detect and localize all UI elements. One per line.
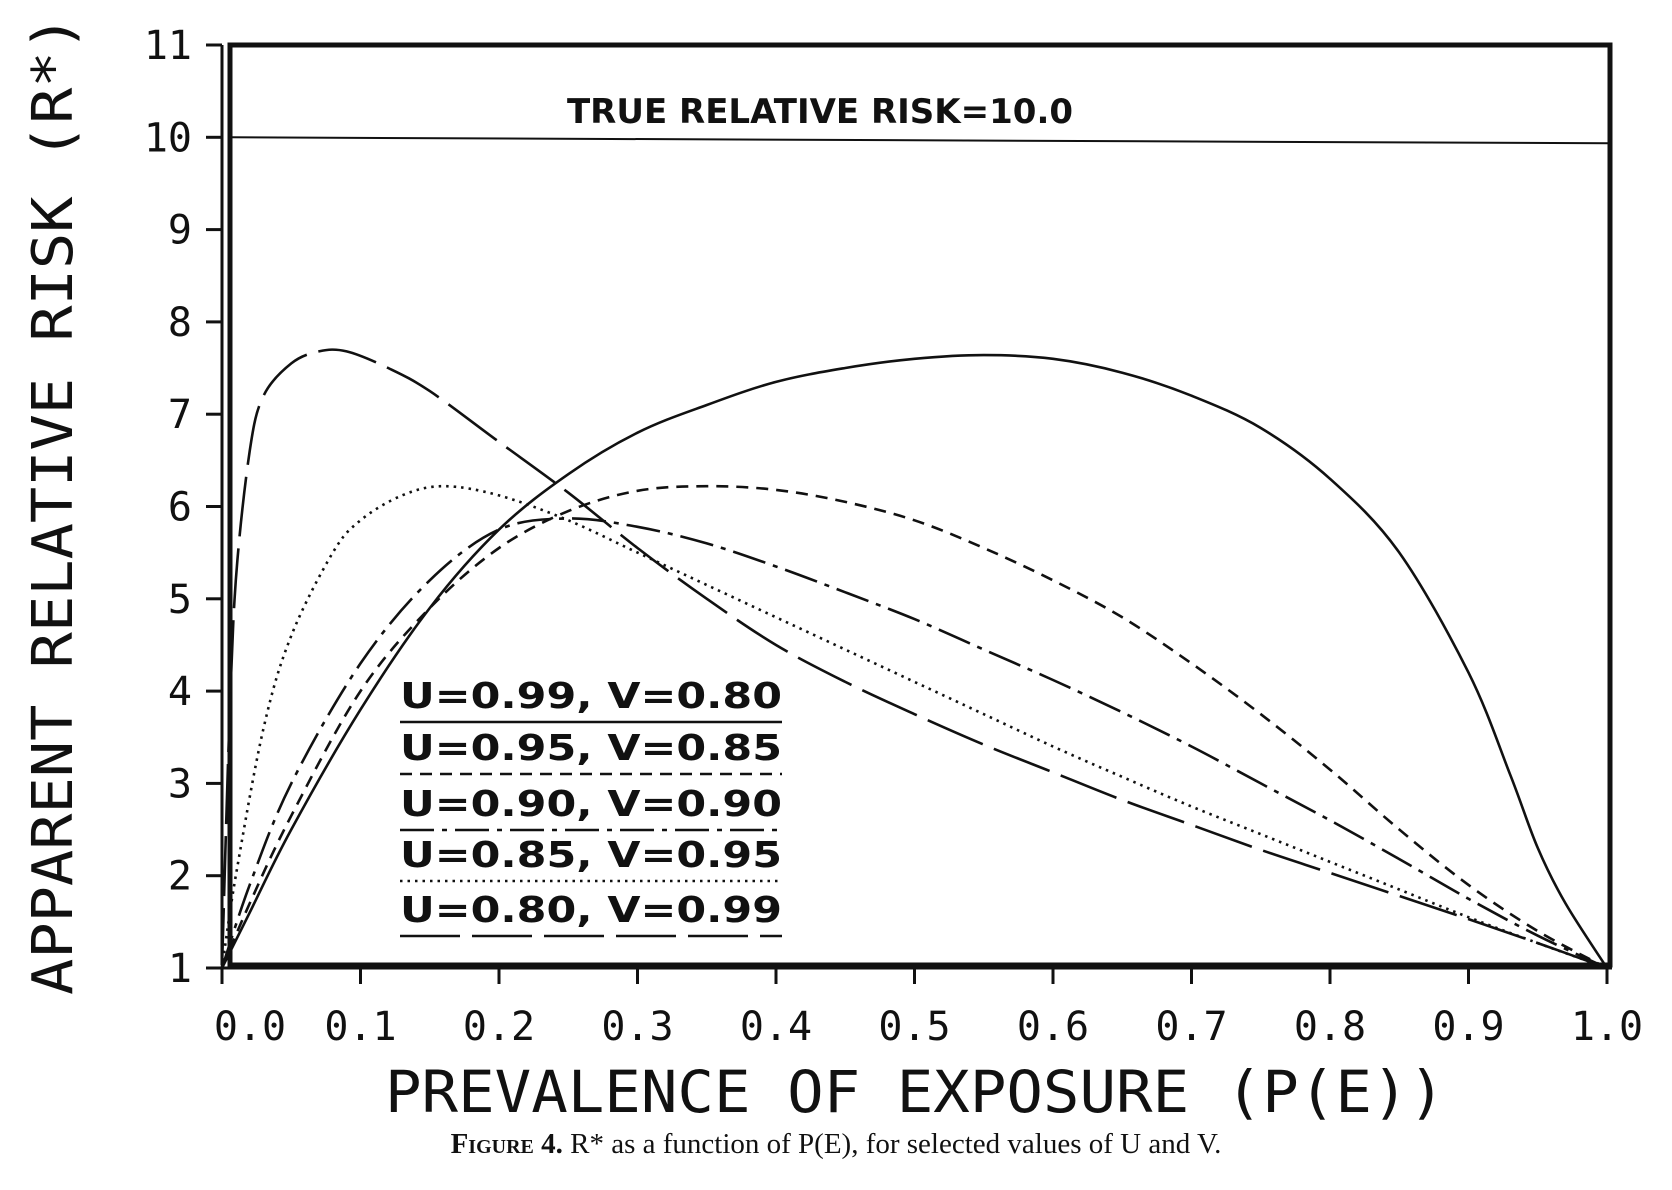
x-tick-label: 0.9 (1432, 1004, 1504, 1050)
true-relative-risk-label: TRUE RELATIVE RISK=10.0 (567, 92, 1073, 132)
series-line-2 (220, 484, 1608, 970)
y-tick-label: 4 (168, 669, 192, 715)
figure-caption: Figure 4. R* as a function of P(E), for … (0, 1128, 1672, 1161)
series-line-5 (220, 348, 1608, 970)
series-lines (220, 348, 1609, 970)
x-tick-label: 0.4 (740, 1004, 812, 1050)
legend-label-4: U=0.85, V=0.95 (400, 835, 782, 876)
y-tick-label: 7 (168, 392, 192, 438)
legend-label-5: U=0.80, V=0.99 (400, 890, 782, 931)
series-line-4 (220, 484, 1608, 970)
x-tick-label: 0.6 (1017, 1004, 1089, 1050)
plot-frame (227, 42, 1613, 968)
x-tick-label: 1.0 (1571, 1004, 1643, 1050)
x-tick-label: 0.8 (1294, 1004, 1366, 1050)
x-axis-ticks: 0.0 0.1 0.2 0.3 0.4 0.5 0.6 0.7 0.8 0.9 1.0 (214, 968, 1643, 1050)
x-axis-label: PREVALENCE OF EXPOSURE (P(E)) (385, 1058, 1445, 1126)
legend: U=0.99, V=0.80 U=0.95, V=0.85 U=0.90, V=0.… (400, 676, 782, 938)
caption-text: R* as a function of P(E), for selected v… (570, 1128, 1222, 1160)
y-tick-label: 9 (168, 208, 192, 254)
x-tick-label: 0.0 (214, 1004, 286, 1050)
x-tick-label: 0.1 (324, 1004, 396, 1050)
y-axis-label: APPARENT RELATIVE RISK (R*) (21, 15, 86, 995)
series-line-1 (220, 353, 1609, 969)
x-tick-label: 0.3 (601, 1004, 673, 1050)
x-tick-label: 0.5 (878, 1004, 950, 1050)
y-tick-label: 3 (168, 761, 192, 807)
legend-label-3: U=0.90, V=0.90 (400, 784, 782, 825)
y-axis-ticks: 1 2 3 4 5 6 7 8 9 10 11 (144, 23, 222, 992)
y-tick-label: 2 (168, 854, 192, 900)
legend-label-1: U=0.99, V=0.80 (400, 676, 782, 717)
x-tick-label: 0.2 (463, 1004, 535, 1050)
caption-label: Figure 4. (450, 1128, 563, 1160)
y-tick-label: 10 (144, 115, 192, 161)
true-relative-risk-line (229, 136, 1611, 145)
y-tick-label: 5 (168, 577, 192, 623)
y-tick-label: 11 (144, 23, 192, 69)
series-line-3 (220, 517, 1608, 970)
x-tick-label: 0.7 (1155, 1004, 1227, 1050)
legend-label-2: U=0.95, V=0.85 (400, 728, 782, 769)
y-tick-label: 1 (168, 946, 192, 992)
y-tick-label: 8 (168, 300, 192, 346)
y-tick-label: 6 (168, 485, 192, 531)
